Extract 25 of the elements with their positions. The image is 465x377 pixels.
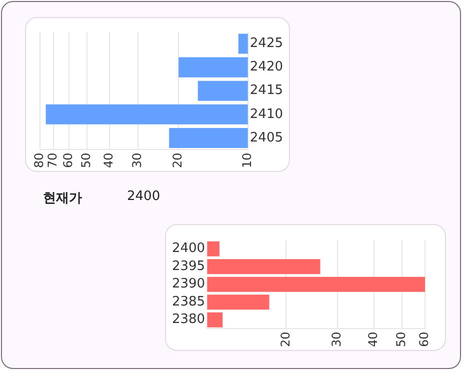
- x-tick-label: 50: [394, 332, 408, 348]
- x-tick-label: 60: [417, 332, 432, 348]
- y-tick-label: 2415: [250, 83, 284, 98]
- x-tick-label: 20: [278, 332, 292, 348]
- x-tick-label: 40: [101, 152, 116, 168]
- y-tick-label: 2410: [250, 106, 284, 122]
- text: 현재가: [43, 190, 82, 207]
- x-tick-label: 50: [79, 152, 94, 168]
- y-tick-label: 2385: [172, 294, 206, 310]
- y-tick-label: 2405: [250, 130, 284, 146]
- x-tick-label: 60: [60, 152, 75, 168]
- y-tick-label: 2395: [172, 258, 206, 274]
- y-tick-label: 2390: [172, 276, 206, 292]
- y-tick-label: 2400: [172, 241, 206, 256]
- x-tick-label: 30: [330, 332, 344, 348]
- y-tick-label: 2425: [250, 36, 284, 52]
- x-tick-label: 70: [45, 152, 60, 168]
- x-tick-label: 30: [130, 152, 144, 168]
- x-tick-label: 10: [240, 152, 254, 168]
- y-tick-label: 2420: [250, 60, 284, 75]
- x-tick-label: 80: [32, 152, 46, 168]
- x-tick-label: 40: [366, 332, 380, 348]
- y-tick-label: 2380: [172, 312, 206, 328]
- x-tick-label: 20: [170, 152, 185, 168]
- text: 2400: [127, 189, 160, 204]
